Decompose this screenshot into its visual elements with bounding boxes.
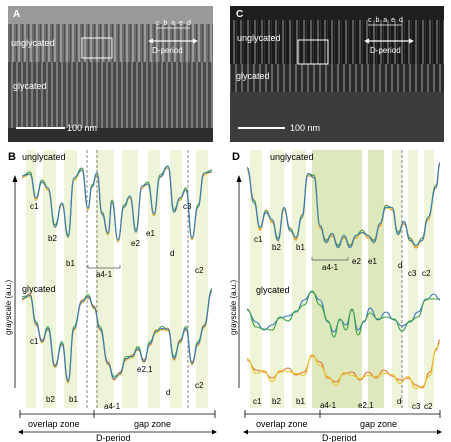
d-top-label-3: a4-1	[322, 263, 339, 272]
b-bot-label-3: a4-1	[104, 402, 121, 411]
b-top-label-4: e2	[131, 239, 140, 248]
b-top-label-8: c2	[195, 266, 204, 275]
b-top-label-6: d	[170, 249, 174, 258]
b-bot-label-0: c1	[30, 337, 39, 346]
d-top-label-1: b2	[272, 243, 281, 252]
d-bot-orange	[246, 339, 441, 389]
d-top-blue	[246, 161, 441, 249]
b-bot-label-4: e2,1	[137, 365, 153, 374]
panel-d-overlap-zone: overlap zone	[256, 419, 308, 429]
b-bot-blue	[21, 289, 213, 383]
panel-a-band-letters: c b a e d	[156, 20, 192, 27]
panel-b-glycated-title: glycated	[22, 284, 56, 294]
panel-a-unglycated-label: unglycated	[11, 38, 55, 48]
b-top-label-3: a4-1	[96, 270, 113, 279]
panel-c-glycated-label: glycated	[236, 71, 270, 81]
panel-b-overlap-zone: overlap zone	[28, 419, 80, 429]
d-top-label-0: c1	[254, 235, 263, 244]
b-top-blue	[21, 165, 213, 241]
panel-d-unglycated-title: unglycated	[270, 152, 314, 162]
d-bot-label-2: b1	[296, 397, 305, 406]
d-bot-label-1: b2	[272, 397, 281, 406]
panel-a-dperiod-label: D-period	[152, 46, 183, 55]
panel-c-scale-label: 100 nm	[290, 123, 320, 133]
b-bot-orange	[21, 291, 213, 381]
d-top-label-5: e1	[368, 257, 377, 266]
panel-a-glycated-region	[8, 62, 213, 128]
panel-b-gap-zone: gap zone	[134, 419, 171, 429]
panel-d-y-axis-label: grayscale (a.u.)	[229, 280, 238, 335]
d-bot-label-4: e2,1	[358, 401, 374, 410]
panel-c-glycated-region	[230, 64, 444, 92]
d-top-label-2: b1	[296, 243, 305, 252]
d-top-label-7: c3	[408, 269, 417, 278]
b-top-label-7: c3	[183, 202, 192, 211]
panel-c-unglycated-label: unglycated	[237, 33, 281, 43]
panel-a-roi-box	[81, 37, 113, 59]
panel-c-unglycated-region	[230, 20, 444, 64]
panel-b: B unglycated glycated grayscale (a.u.) c…	[4, 150, 217, 442]
panel-c-dperiod-label: D-period	[370, 46, 401, 55]
panel-a: A unglycated glycated c b a e d D-period…	[8, 6, 213, 142]
panel-a-unglycated-region	[8, 24, 213, 62]
b-bot-yellow	[21, 290, 213, 384]
panel-b-curves	[21, 165, 213, 384]
panel-d-gap-zone: gap zone	[360, 419, 397, 429]
panel-b-letter: B	[8, 151, 16, 163]
d-bot-label-0: c1	[253, 397, 262, 406]
d-bot-label-6: c3	[412, 402, 421, 411]
panel-d-glycated-title: glycated	[256, 285, 290, 295]
panel-b-band-labels: c1 b2 b1 a4-1 e2 e1 d c3 c2 c1 b2 b1 a4-1 e2,1 d c2	[30, 202, 204, 411]
panel-d: D unglycated glycated grayscale (a.u.) c…	[229, 150, 442, 442]
panel-b-y-axis-label: grayscale (a.u.)	[4, 280, 13, 335]
b-top-label-2: b1	[66, 259, 75, 268]
b-top-label-1: b2	[48, 234, 57, 243]
panel-d-shading	[250, 150, 434, 408]
b-top-label-5: e1	[146, 229, 155, 238]
panel-a-glycated-label: glycated	[13, 81, 47, 91]
b-bot-label-5: d	[166, 388, 170, 397]
b-bot-label-1: b2	[46, 395, 55, 404]
d-bot-label-5: d	[397, 397, 401, 406]
b-top-label-0: c1	[30, 202, 39, 211]
b-bot-label-2: b1	[69, 395, 78, 404]
panel-a-scale-label: 100 nm	[67, 123, 97, 133]
panel-d-dperiod-label: D-period	[322, 433, 357, 442]
d-top-label-4: e2	[352, 257, 361, 266]
panel-c-band-letters: c b a e d	[368, 17, 404, 24]
panel-a-letter: A	[13, 9, 20, 20]
panel-c: C unglycated glycated c b a e d D-period…	[230, 6, 444, 142]
panel-b-shading	[26, 150, 208, 408]
d-bot-label-7: c2	[424, 402, 433, 411]
panel-b-unglycated-title: unglycated	[22, 152, 66, 162]
panel-b-dperiod-label: D-period	[96, 433, 131, 442]
b-bot-label-6: c2	[195, 381, 204, 390]
panel-c-letter: C	[236, 9, 243, 20]
panel-c-roi-box	[297, 39, 329, 65]
d-mid-green	[246, 290, 440, 338]
panel-d-curves	[246, 161, 441, 390]
d-top-label-8: c2	[422, 269, 431, 278]
d-bot-label-3: a4-1	[320, 401, 337, 410]
panel-d-letter: D	[232, 151, 240, 163]
d-bot-yellow	[246, 342, 441, 390]
d-top-label-6: d	[398, 261, 402, 270]
